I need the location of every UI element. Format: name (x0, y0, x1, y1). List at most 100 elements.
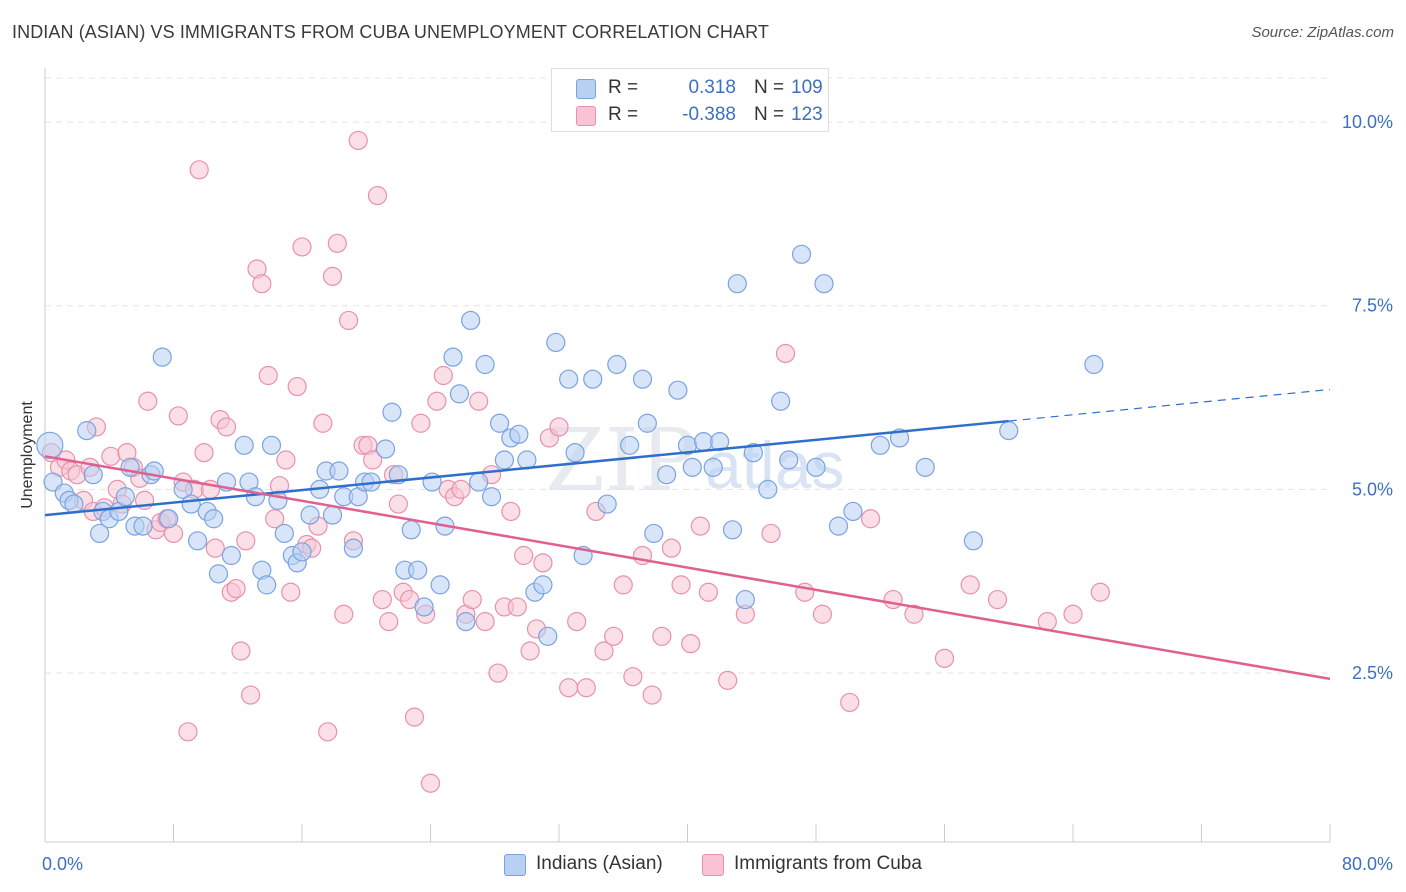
point-indians (743, 443, 763, 463)
point-indians (722, 520, 743, 540)
point-cuba (1090, 582, 1110, 602)
point-indians (322, 505, 343, 525)
series-name: Immigrants from Cuba (734, 853, 922, 874)
point-indians (292, 542, 312, 562)
point-cuba (194, 443, 214, 463)
watermark-zip: ZIP (545, 411, 697, 511)
point-cuba (287, 376, 307, 397)
point-cuba (216, 417, 237, 437)
point-indians (682, 457, 702, 477)
point-indians (538, 626, 558, 646)
point-indians (828, 516, 849, 536)
point-indians (533, 575, 553, 595)
legend-r-value: 0.318 (688, 77, 736, 98)
point-indians (843, 501, 863, 522)
point-indians (300, 505, 320, 525)
point-cuba (462, 589, 482, 610)
point-cuba (292, 237, 312, 257)
point-cuba (178, 722, 198, 742)
point-cuba (348, 130, 368, 151)
point-indians (90, 523, 110, 544)
point-cuba (681, 634, 701, 654)
point-cuba (469, 391, 489, 411)
point-cuba (313, 413, 333, 433)
point-indians (443, 347, 463, 367)
point-indians (703, 457, 723, 477)
point-cuba (567, 612, 587, 632)
point-cuba (501, 501, 521, 522)
point-cuba (322, 266, 343, 286)
point-indians (814, 274, 834, 294)
point-cuba (987, 589, 1008, 610)
point-cuba (775, 343, 796, 364)
legend-r-label: R = (608, 104, 639, 125)
point-indians (489, 413, 510, 433)
data-points (36, 130, 1110, 793)
point-indians (274, 523, 294, 544)
point-cuba (252, 274, 272, 294)
point-indians (234, 435, 254, 455)
point-cuba (427, 391, 447, 411)
legend-r-value: -0.388 (682, 104, 736, 125)
point-indians (208, 564, 229, 584)
point-indians (546, 332, 566, 353)
point-indians (710, 432, 730, 452)
point-cuba (623, 667, 643, 687)
point-indians (261, 435, 282, 455)
point-indians (120, 457, 140, 477)
point-cuba (236, 531, 256, 551)
point-cuba (265, 509, 285, 529)
point-cuba (451, 479, 471, 499)
point-cuba (241, 685, 261, 705)
point-cuba (904, 604, 924, 624)
point-indians (915, 457, 935, 477)
point-indians (565, 443, 585, 463)
point-cuba (613, 575, 633, 595)
tick-labels: 2.5% 5.0% 7.5% 10.0% 0.0% 80.0% (42, 112, 1393, 874)
point-indians (77, 421, 97, 441)
point-indians (36, 431, 64, 459)
trend-line-indians-extension (1008, 388, 1331, 422)
point-cuba (594, 641, 614, 661)
point-cuba (533, 553, 553, 573)
point-indians (494, 450, 514, 470)
legend-n-label: N = (754, 104, 785, 125)
point-cuba (812, 604, 833, 624)
point-cuba (761, 523, 781, 544)
point-indians (343, 538, 363, 558)
point-cuba (205, 538, 225, 558)
point-cuba (281, 582, 301, 602)
point-cuba (661, 538, 682, 558)
point-cuba (372, 589, 392, 610)
point-cuba (861, 509, 881, 529)
point-cuba (718, 670, 738, 690)
point-indians (187, 531, 208, 551)
point-cuba (559, 678, 579, 698)
point-indians (771, 391, 791, 411)
point-indians (133, 516, 153, 536)
series-legend: Indians (Asian) Immigrants from Cuba (0, 852, 1406, 878)
x-tick-label: 0.0% (42, 854, 83, 874)
point-indians (963, 531, 984, 551)
point-indians (509, 424, 529, 444)
point-cuba (138, 391, 158, 411)
legend-r-label: R = (608, 77, 639, 98)
point-indians (889, 428, 910, 448)
point-cuba (514, 545, 534, 566)
point-indians (257, 575, 277, 595)
point-indians (607, 354, 627, 375)
legend-swatch-pink (576, 106, 596, 126)
point-indians (1084, 354, 1104, 375)
point-indians (152, 347, 172, 367)
point-cuba (520, 641, 540, 661)
point-indians (693, 432, 714, 452)
point-indians (758, 479, 778, 499)
point-cuba (604, 626, 624, 646)
point-indians (64, 494, 84, 514)
point-cuba (367, 185, 388, 206)
point-cuba (488, 663, 508, 683)
point-indians (461, 310, 481, 331)
point-cuba (690, 516, 710, 536)
point-cuba (698, 582, 718, 602)
